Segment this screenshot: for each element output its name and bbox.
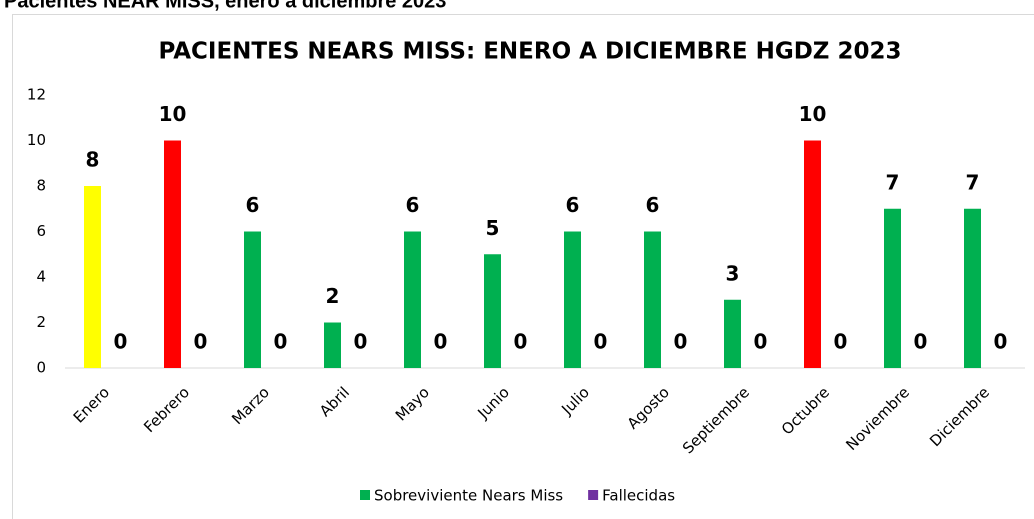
bar xyxy=(84,186,101,368)
data-label: 7 xyxy=(966,170,980,194)
data-label: 0 xyxy=(754,330,768,354)
data-label: 0 xyxy=(514,330,528,354)
bar xyxy=(244,231,261,368)
data-label: 8 xyxy=(86,148,100,172)
bar xyxy=(564,231,581,368)
bar xyxy=(964,208,981,368)
data-label: 6 xyxy=(406,193,420,217)
y-tick-label: 10 xyxy=(27,131,46,149)
data-label: 10 xyxy=(159,102,187,126)
bar xyxy=(484,254,501,368)
data-label: 7 xyxy=(886,170,900,194)
y-tick-label: 2 xyxy=(36,313,46,331)
legend-swatch xyxy=(360,490,370,500)
legend-label: Fallecidas xyxy=(602,487,675,505)
bar xyxy=(804,140,821,368)
data-label: 0 xyxy=(354,330,368,354)
data-label: 2 xyxy=(326,284,340,308)
chart-frame xyxy=(12,14,1034,519)
data-label: 0 xyxy=(594,330,608,354)
bar xyxy=(644,231,661,368)
legend-swatch xyxy=(588,490,599,500)
legend-label: Sobreviviente Nears Miss xyxy=(374,487,563,505)
page-header: Pacientes NEAR MISS, enero a diciembre 2… xyxy=(4,0,446,12)
y-tick-label: 6 xyxy=(36,222,46,240)
data-label: 5 xyxy=(486,216,500,240)
data-label: 0 xyxy=(674,330,688,354)
y-tick-label: 0 xyxy=(36,359,46,377)
bar xyxy=(884,208,901,368)
bar xyxy=(724,299,741,368)
data-label: 6 xyxy=(566,193,580,217)
bar xyxy=(164,140,181,368)
data-label: 0 xyxy=(834,330,848,354)
data-label: 0 xyxy=(914,330,928,354)
data-label: 0 xyxy=(274,330,288,354)
bar xyxy=(324,322,341,368)
y-tick-label: 12 xyxy=(27,86,46,104)
y-tick-label: 4 xyxy=(36,268,46,286)
data-label: 3 xyxy=(726,261,740,285)
data-label: 10 xyxy=(799,102,827,126)
bar xyxy=(404,231,421,368)
y-tick-label: 8 xyxy=(36,177,46,195)
data-label: 0 xyxy=(994,330,1008,354)
data-label: 6 xyxy=(246,193,260,217)
data-label: 0 xyxy=(114,330,128,354)
data-label: 6 xyxy=(646,193,660,217)
data-label: 0 xyxy=(434,330,448,354)
data-label: 0 xyxy=(194,330,208,354)
chart-title: PACIENTES NEARS MISS: ENERO A DICIEMBRE … xyxy=(158,39,901,65)
